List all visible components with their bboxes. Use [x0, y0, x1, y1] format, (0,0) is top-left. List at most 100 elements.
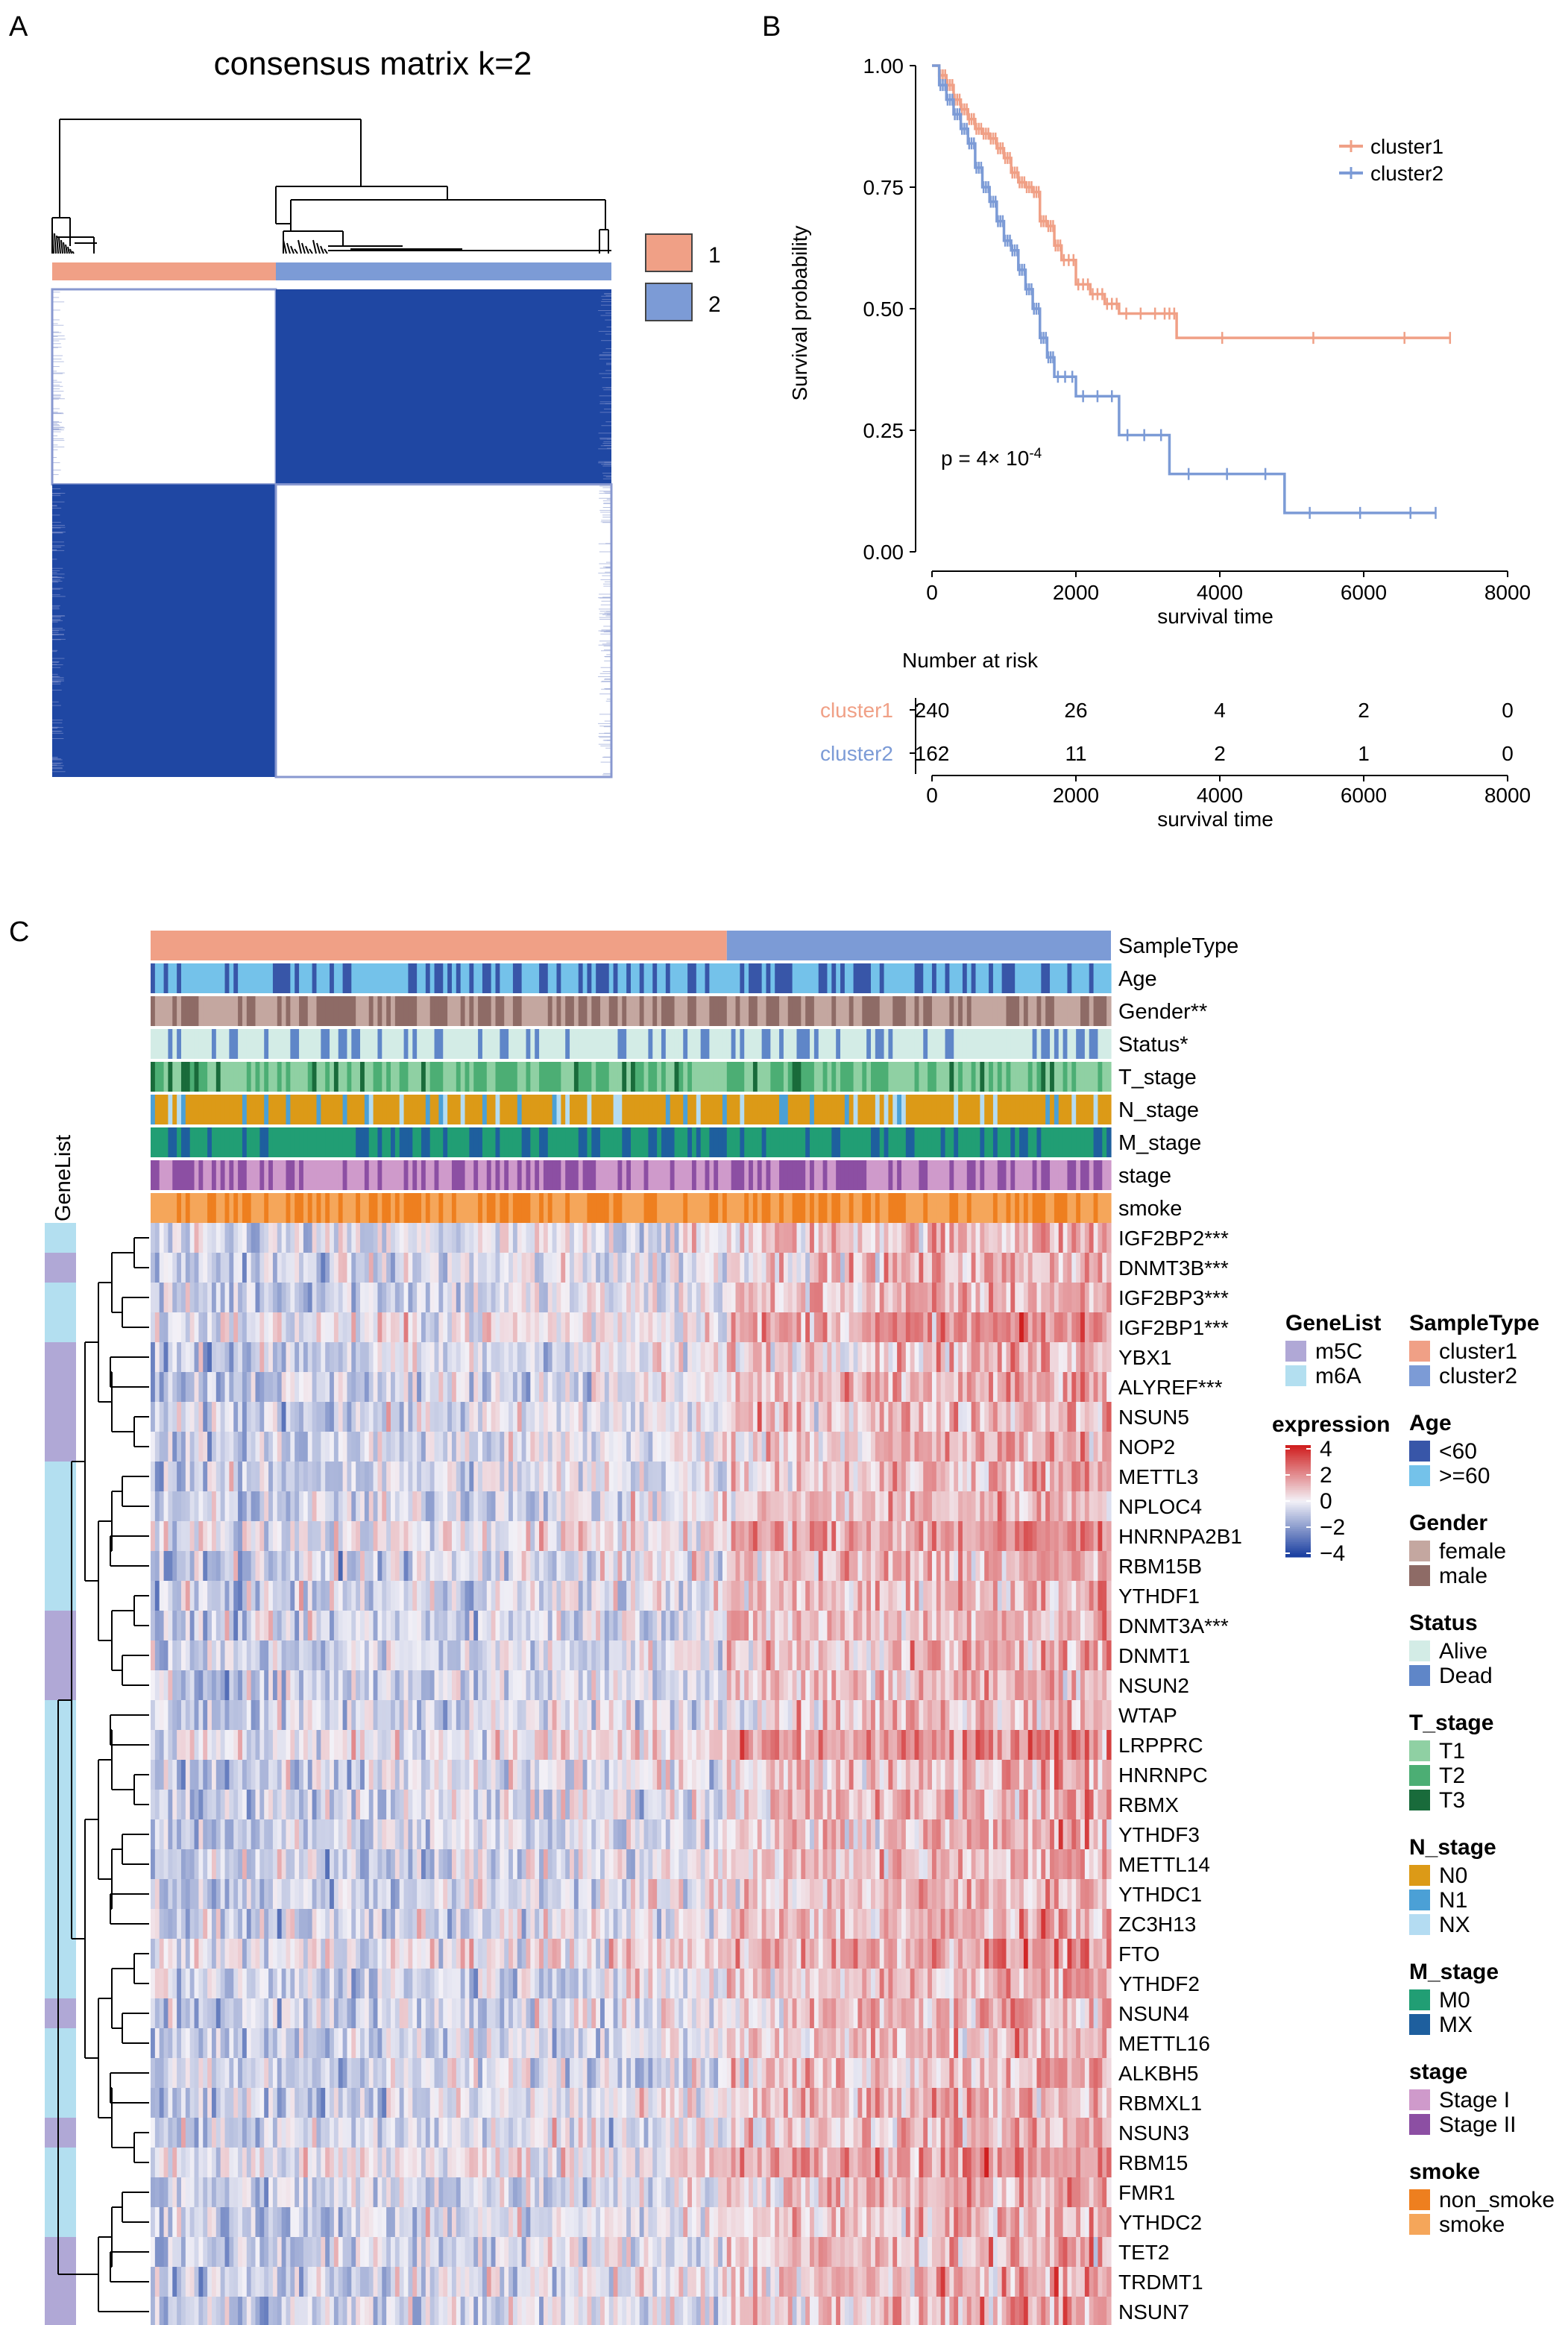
heatmap-cell [264, 1402, 269, 1432]
heatmap-cell [888, 1521, 893, 1552]
heatmap-cell [783, 1491, 789, 1522]
heatmap-cell [639, 1223, 645, 1253]
heatmap-cell [403, 1432, 409, 1462]
heatmap-cell [1006, 1491, 1011, 1522]
track-cell-status [805, 1029, 810, 1059]
heatmap-cell [761, 1462, 767, 1492]
heatmap-cell [831, 1491, 837, 1522]
heatmap-cell [211, 1432, 217, 1462]
heatmap-cell [928, 1312, 933, 1343]
heatmap-cell [264, 1342, 269, 1373]
heatmap-cell [408, 1253, 413, 1283]
track-cell-stage [233, 1160, 239, 1190]
heatmap-cell [761, 1372, 767, 1403]
heatmap-cell [465, 1402, 470, 1432]
track-cell-gender [491, 996, 497, 1026]
heatmap-cell [1027, 1521, 1033, 1552]
track-cell-smoke [643, 1193, 649, 1223]
track-cell-t_stage [1089, 1062, 1095, 1092]
heatmap-cell [399, 1491, 405, 1522]
track-cell-gender [172, 996, 177, 1026]
track-cell-gender [813, 996, 819, 1026]
track-cell-m_stage [779, 1127, 784, 1157]
heatmap-cell [757, 1491, 763, 1522]
heatmap-cell [368, 1402, 374, 1432]
heatmap-cell [866, 1462, 872, 1492]
track-cell-n_stage [211, 1095, 217, 1124]
track-cell-smoke [1098, 1193, 1103, 1223]
heatmap-cell [512, 1342, 518, 1373]
track-cell-gender [259, 996, 265, 1026]
track-cell-smoke [203, 1193, 208, 1223]
heatmap-cell [718, 1342, 723, 1373]
track-cell-stage [1050, 1160, 1055, 1190]
track-cell-status [910, 1029, 916, 1059]
heatmap-cell [696, 1402, 702, 1432]
heatmap-cell [180, 1283, 186, 1313]
track-cell-status [1106, 1029, 1112, 1059]
track-cell-stage [356, 1160, 361, 1190]
heatmap-cell [818, 1253, 824, 1283]
track-cell-m_stage [556, 1127, 561, 1157]
heatmap-cell [338, 1521, 344, 1552]
track-cell-gender [683, 996, 688, 1026]
heatmap-cell [172, 1462, 177, 1492]
track-cell-t_stage [443, 1062, 448, 1092]
track-cell-age [1032, 963, 1038, 993]
heatmap-cell [382, 1342, 387, 1373]
track-cell-age [1054, 963, 1059, 993]
track-cell-n_stage [552, 1095, 558, 1124]
heatmap-cell [718, 1521, 723, 1552]
heatmap-cell [1071, 1432, 1077, 1462]
track-cell-stage [456, 1160, 462, 1190]
track-cell-m_stage [966, 1127, 972, 1157]
heatmap-cell [657, 1521, 662, 1552]
heatmap-cell [862, 1312, 867, 1343]
track-cell-smoke [958, 1193, 963, 1223]
heatmap-cell [1062, 1521, 1068, 1552]
track-cell-t_stage [661, 1062, 667, 1092]
track-cell-n_stage [871, 1095, 876, 1124]
heatmap-cell [268, 1342, 274, 1373]
heatmap-cell [512, 1372, 518, 1403]
track-cell-smoke [303, 1193, 309, 1223]
heatmap-cell [233, 1521, 239, 1552]
heatmap-cell [1089, 1253, 1095, 1283]
track-cell-smoke [678, 1193, 684, 1223]
track-cell-t_stage [836, 1062, 841, 1092]
heatmap-cell [810, 1462, 815, 1492]
track-cell-status [1067, 1029, 1072, 1059]
heatmap-cell [805, 1432, 810, 1462]
heatmap-cell [394, 1432, 400, 1462]
track-cell-t_stage [818, 1062, 824, 1092]
genelist-axis-label: GeneList [51, 1135, 75, 1221]
heatmap-cell [1001, 1521, 1007, 1552]
heatmap-cell [862, 1283, 867, 1313]
track-cell-smoke [552, 1193, 558, 1223]
track-cell-gender [561, 996, 566, 1026]
track-cell-smoke [159, 1193, 165, 1223]
heatmap-cell [307, 1551, 313, 1582]
track-cell-smoke [818, 1193, 824, 1223]
heatmap-cell [364, 1372, 370, 1403]
track-cell-status [578, 1029, 584, 1059]
heatmap-cell [984, 1283, 989, 1313]
risk-x-tick-label: 8000 [1484, 784, 1531, 807]
track-cell-smoke [521, 1193, 527, 1223]
heatmap-cell [151, 1521, 156, 1552]
track-cell-m_stage [604, 1127, 610, 1157]
heatmap-cell [203, 1223, 208, 1253]
heatmap-cell [792, 1283, 798, 1313]
heatmap-cell [394, 1521, 400, 1552]
track-cell-stage [535, 1160, 540, 1190]
heatmap-cell [1050, 1491, 1055, 1522]
heatmap-cell [945, 1312, 950, 1343]
track-cell-status [1089, 1029, 1095, 1059]
heatmap-cell [295, 1283, 300, 1313]
heatmap-cell [827, 1372, 832, 1403]
track-cell-m_stage [945, 1127, 950, 1157]
heatmap-cell [1023, 1342, 1029, 1373]
track-label-sampletype: SampleType [1118, 934, 1238, 958]
track-cell-age [482, 963, 488, 993]
heatmap-cell [635, 1253, 640, 1283]
